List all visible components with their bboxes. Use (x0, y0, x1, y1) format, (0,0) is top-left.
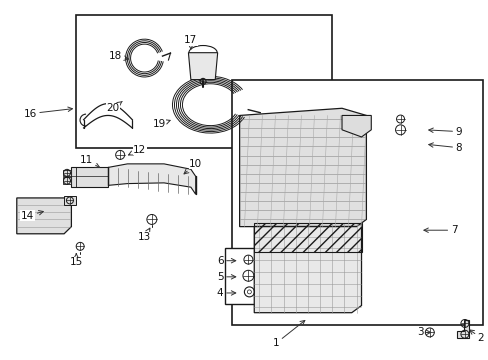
Polygon shape (341, 116, 370, 137)
Text: 18: 18 (108, 51, 128, 61)
Polygon shape (63, 177, 71, 184)
Text: 19: 19 (152, 120, 170, 129)
Text: 6: 6 (216, 256, 235, 266)
Text: 8: 8 (428, 143, 462, 153)
Text: 10: 10 (183, 159, 202, 174)
Polygon shape (63, 170, 71, 176)
Polygon shape (239, 108, 366, 226)
Bar (224, 248, 271, 304)
Text: 15: 15 (69, 254, 83, 267)
Text: 12: 12 (128, 144, 146, 155)
Text: 2: 2 (468, 330, 483, 343)
Polygon shape (108, 164, 195, 194)
Polygon shape (64, 196, 76, 205)
Polygon shape (456, 320, 468, 338)
Text: 16: 16 (23, 107, 72, 119)
Text: 7: 7 (423, 225, 457, 235)
Text: 14: 14 (21, 211, 43, 221)
Polygon shape (17, 198, 71, 234)
Text: 3: 3 (416, 327, 430, 337)
Text: 11: 11 (79, 155, 100, 167)
Text: 4: 4 (216, 288, 235, 298)
Bar (76, 15, 331, 148)
Polygon shape (254, 223, 361, 313)
Text: 17: 17 (184, 35, 197, 49)
Bar (254, 223, 361, 252)
Text: 9: 9 (428, 127, 462, 136)
Text: 1: 1 (272, 320, 304, 348)
Polygon shape (71, 167, 108, 187)
Bar (232, 80, 483, 325)
Text: 20: 20 (106, 102, 122, 113)
Text: 5: 5 (216, 272, 235, 282)
Text: 13: 13 (138, 228, 151, 242)
Polygon shape (188, 53, 217, 80)
